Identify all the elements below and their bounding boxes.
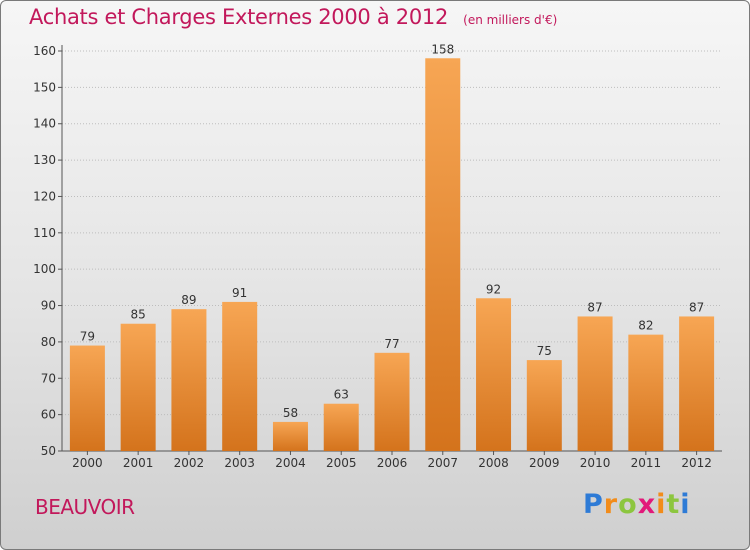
bars	[69, 58, 715, 451]
x-tick-label: 2004	[275, 456, 306, 470]
x-tick-label: 2012	[681, 456, 712, 470]
proxiti-logo: Proxiti	[583, 489, 691, 520]
x-tick-label: 2006	[377, 456, 408, 470]
bar	[628, 334, 664, 451]
y-tick-label: 110	[33, 226, 56, 240]
bar	[425, 58, 461, 451]
data-label: 85	[131, 308, 146, 322]
x-tick-label: 2001	[123, 456, 154, 470]
labels: 50 60 70 80 90 100 110 120 130 140 150 160 2000 79 200…	[33, 42, 712, 470]
y-tick-label: 140	[33, 117, 56, 131]
bar	[69, 345, 105, 451]
bar	[526, 360, 562, 451]
data-label: 79	[80, 330, 95, 344]
y-tick-label: 80	[41, 335, 56, 349]
bar	[323, 403, 359, 451]
data-label: 63	[334, 388, 349, 402]
chart-subtitle: (en milliers d'€)	[463, 13, 558, 27]
bar	[171, 309, 207, 451]
data-label: 77	[384, 337, 399, 351]
y-tick-label: 160	[33, 44, 56, 58]
data-label: 89	[181, 293, 196, 307]
bar	[577, 316, 613, 451]
x-tick-label: 2007	[427, 456, 458, 470]
chart-title: Achats et Charges Externes 2000 à 2012	[29, 5, 449, 29]
y-tick-label: 120	[33, 189, 56, 203]
y-tick-label: 50	[41, 444, 56, 458]
title-block: Achats et Charges Externes 2000 à 2012 (…	[29, 5, 557, 29]
bar	[476, 298, 512, 451]
data-label: 92	[486, 282, 501, 296]
data-label: 58	[283, 406, 298, 420]
data-label: 87	[587, 300, 602, 314]
x-tick-label: 2002	[174, 456, 205, 470]
x-tick-label: 2010	[580, 456, 611, 470]
data-label: 158	[431, 42, 454, 56]
x-tick-label: 2003	[224, 456, 255, 470]
x-tick-label: 2005	[326, 456, 357, 470]
bar	[120, 323, 156, 451]
y-tick-label: 150	[33, 80, 56, 94]
y-tick-label: 100	[33, 262, 56, 276]
bar	[222, 301, 258, 451]
y-tick-label: 70	[41, 371, 56, 385]
x-tick-label: 2008	[478, 456, 509, 470]
data-label: 91	[232, 286, 247, 300]
x-tick-label: 2009	[529, 456, 560, 470]
y-tick-label: 90	[41, 299, 56, 313]
bar	[679, 316, 715, 451]
y-tick-label: 60	[41, 408, 56, 422]
data-label: 82	[638, 319, 653, 333]
x-tick-label: 2011	[631, 456, 662, 470]
bar	[374, 352, 410, 451]
data-label: 87	[689, 300, 704, 314]
x-tick-label: 2000	[72, 456, 103, 470]
data-label: 75	[537, 344, 552, 358]
bar	[272, 421, 308, 451]
y-tick-label: 130	[33, 153, 56, 167]
town-name: BEAUVOIR	[35, 495, 135, 519]
